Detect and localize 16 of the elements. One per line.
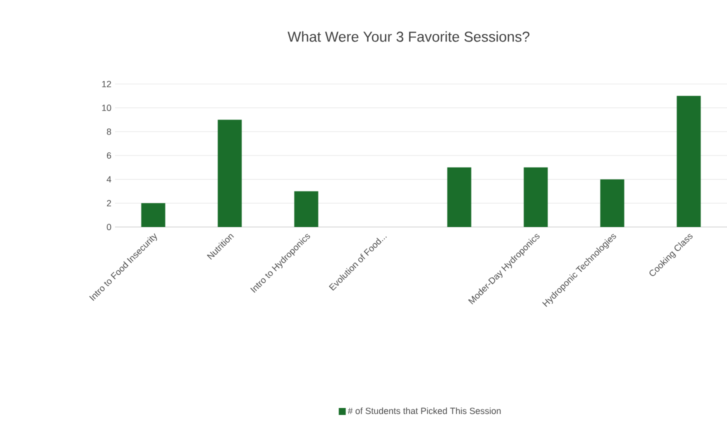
chart-title: What Were Your 3 Favorite Sessions? — [288, 31, 530, 42]
y-tick-label: 0 — [106, 224, 112, 230]
bar — [676, 96, 701, 227]
y-tick-label: 8 — [106, 128, 112, 135]
y-tick-label: 4 — [106, 176, 112, 182]
bar — [218, 120, 242, 227]
bar — [600, 179, 624, 227]
legend-label: # of Students that Picked This Session — [348, 407, 501, 414]
bar — [141, 203, 166, 227]
bar — [294, 191, 318, 227]
y-tick-label: 12 — [102, 80, 112, 88]
y-tick-label: 6 — [106, 152, 112, 159]
bar — [524, 167, 548, 227]
bar — [447, 167, 472, 227]
y-tick-label: 2 — [106, 200, 112, 206]
y-tick-label: 10 — [102, 104, 112, 112]
